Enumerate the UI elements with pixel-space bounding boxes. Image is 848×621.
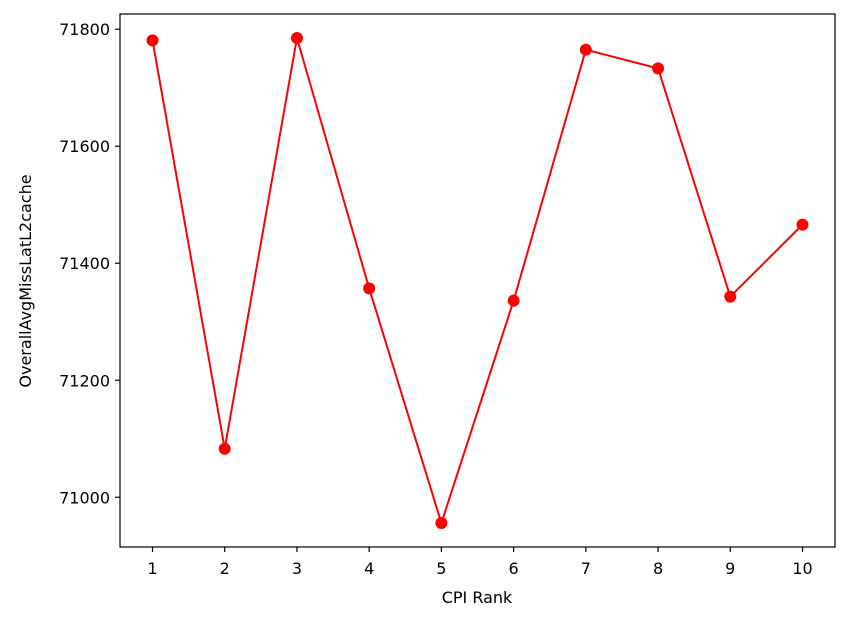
y-axis-ticks: 71000 71200 71400 71600 71800	[59, 20, 120, 507]
x-tick-label: 10	[792, 559, 812, 578]
y-tick-label: 71200	[59, 371, 110, 390]
data-point	[218, 442, 231, 455]
data-point	[796, 218, 809, 231]
x-tick-label: 4	[364, 559, 374, 578]
data-point	[579, 43, 592, 56]
x-tick-label: 7	[581, 559, 591, 578]
x-tick-label: 6	[509, 559, 519, 578]
x-tick-label: 5	[436, 559, 446, 578]
data-point	[507, 294, 520, 307]
x-axis-title: CPI Rank	[442, 588, 513, 607]
data-point	[146, 34, 159, 47]
series-line	[151, 36, 804, 525]
x-tick-label: 9	[725, 559, 735, 578]
y-axis-title: OverallAvgMissLatL2cache	[16, 174, 35, 387]
x-tick-label: 3	[292, 559, 302, 578]
x-axis-ticks: 1 2 3 4 5 6 7 8 9 10	[147, 547, 813, 578]
x-tick-label: 8	[653, 559, 663, 578]
y-tick-label: 71600	[59, 137, 110, 156]
data-point	[435, 517, 448, 530]
x-tick-label: 2	[220, 559, 230, 578]
data-point	[363, 282, 376, 295]
y-tick-label: 71800	[59, 20, 110, 39]
y-tick-label: 71400	[59, 254, 110, 273]
plot-frame	[119, 13, 836, 548]
y-tick-label: 71000	[59, 488, 110, 507]
x-tick-label: 1	[147, 559, 157, 578]
data-point	[290, 31, 303, 44]
series-layer	[146, 31, 809, 530]
data-point	[724, 290, 737, 303]
data-point	[652, 62, 665, 75]
